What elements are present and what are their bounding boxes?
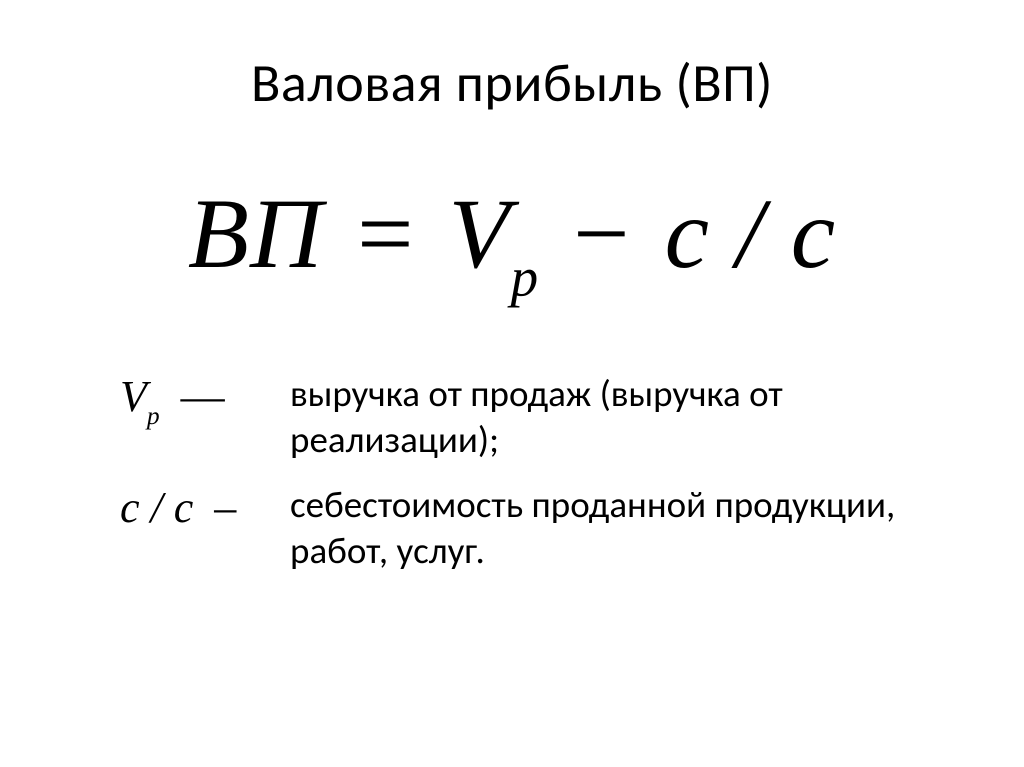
definition-symbol-cc: с / с –	[120, 482, 290, 533]
formula-lhs: ВП	[188, 178, 323, 289]
definition-row: Vp — выручка от продаж (выручка от реали…	[120, 371, 924, 464]
formula-cc: с / с	[665, 178, 837, 289]
def-dash: —	[181, 372, 225, 421]
slide: Валовая прибыль (ВП) ВП = Vp − с / с Vp …	[0, 0, 1024, 767]
main-formula: ВП = Vp − с / с	[60, 176, 964, 301]
def-dash: –	[214, 483, 236, 532]
formula-v-sub: p	[511, 247, 540, 308]
formula-v: V	[449, 178, 511, 289]
formula-minus: −	[573, 178, 630, 289]
def-sym-sub: p	[147, 401, 160, 430]
def-sym-main: с / с	[120, 483, 193, 532]
definition-text-vp: выручка от продаж (выручка от реализации…	[290, 371, 924, 464]
slide-title: Валовая прибыль (ВП)	[60, 50, 964, 116]
definitions-block: Vp — выручка от продаж (выручка от реали…	[120, 371, 924, 574]
def-sym-main: V	[120, 372, 147, 421]
definition-symbol-vp: Vp —	[120, 371, 290, 428]
definition-text-cc: себестоимость проданной продукции, работ…	[290, 482, 924, 575]
formula-eq: =	[357, 178, 414, 289]
definition-row: с / с – себестоимость проданной продукци…	[120, 482, 924, 575]
